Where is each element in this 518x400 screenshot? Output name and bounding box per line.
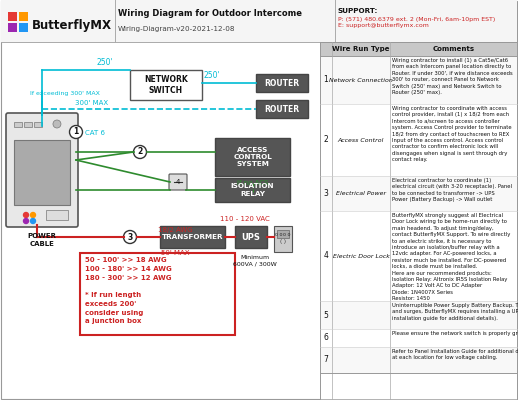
Text: NETWORK
SWITCH: NETWORK SWITCH [144,75,188,95]
Text: 18/2 AWG: 18/2 AWG [157,227,192,233]
Text: ISOLATION
RELAY: ISOLATION RELAY [231,183,274,197]
Text: 300' MAX: 300' MAX [76,100,109,106]
Text: ButterflyMX: ButterflyMX [32,20,112,32]
Bar [320,42,517,56]
Text: 7: 7 [324,356,328,364]
Text: Wiring contractor to install (1) a Cat5e/Cat6
from each Intercom panel location : Wiring contractor to install (1) a Cat5e… [392,58,513,95]
Text: Minimum
600VA / 300W: Minimum 600VA / 300W [233,255,277,266]
Text: If exceeding 300' MAX: If exceeding 300' MAX [30,92,100,96]
Text: o o: o o [275,232,283,236]
Text: Refer to Panel Installation Guide for additional details. Leave 6' service loop
: Refer to Panel Installation Guide for ad… [392,349,518,360]
Text: 3: 3 [127,232,133,242]
Bar [215,138,290,176]
Bar [1,0,517,42]
Circle shape [23,212,28,218]
Bar [320,329,517,347]
Text: 1: 1 [324,76,328,84]
Bar [320,211,517,301]
Text: Access Control: Access Control [338,138,384,142]
Text: ROUTER: ROUTER [264,104,299,114]
Bar [46,210,68,220]
Text: P: (571) 480.6379 ext. 2 (Mon-Fri, 6am-10pm EST): P: (571) 480.6379 ext. 2 (Mon-Fri, 6am-1… [338,16,495,22]
Text: 50 - 100' >> 18 AWG
100 - 180' >> 14 AWG
180 - 300' >> 12 AWG

* If run length
e: 50 - 100' >> 18 AWG 100 - 180' >> 14 AWG… [85,257,172,324]
Bar [235,226,267,248]
Bar [14,122,22,127]
Text: Electric Door Lock: Electric Door Lock [333,254,390,258]
Text: Network Connection: Network Connection [329,78,393,82]
Text: 2: 2 [324,136,328,144]
Circle shape [31,218,36,224]
Bar [8,23,17,32]
Text: o o: o o [283,232,291,236]
Bar [277,230,289,238]
Bar [215,178,290,202]
Bar [130,70,202,100]
Text: 4: 4 [324,252,328,260]
Text: UPS: UPS [241,232,261,242]
Text: 250': 250' [97,58,113,67]
Text: TRANSFORMER: TRANSFORMER [162,234,223,240]
Text: Electrical Power: Electrical Power [336,191,386,196]
Text: SUPPORT:: SUPPORT: [338,8,378,14]
Text: Comments: Comments [433,46,474,52]
Bar [320,104,517,176]
Circle shape [23,218,28,224]
Bar [160,226,225,248]
Circle shape [134,146,147,158]
Text: Wiring Diagram for Outdoor Intercome: Wiring Diagram for Outdoor Intercome [118,10,302,18]
Text: Wiring-Diagram-v20-2021-12-08: Wiring-Diagram-v20-2021-12-08 [118,26,236,32]
Circle shape [31,212,36,218]
Bar [19,12,28,21]
Bar [274,226,292,252]
Text: Uninterruptible Power Supply Battery Backup. To prevent voltage drops
and surges: Uninterruptible Power Supply Battery Bac… [392,303,518,321]
Bar [34,122,42,127]
Text: POWER
CABLE: POWER CABLE [27,233,56,246]
Text: 6: 6 [324,334,328,342]
Bar [24,122,32,127]
Text: 3: 3 [324,189,328,198]
Text: 50' MAX: 50' MAX [161,250,189,256]
Text: Please ensure the network switch is properly grounded.: Please ensure the network switch is prop… [392,331,518,336]
FancyBboxPatch shape [169,174,187,190]
Circle shape [53,120,61,128]
Bar [320,42,517,399]
Bar [14,140,70,205]
Text: 1: 1 [74,128,79,136]
Text: 2: 2 [137,148,142,156]
Bar [256,74,308,92]
Circle shape [69,126,82,138]
Bar [8,12,17,21]
Text: Wire Run Type: Wire Run Type [332,46,390,52]
Text: ACCESS
CONTROL
SYSTEM: ACCESS CONTROL SYSTEM [233,146,272,168]
Text: CAT 6: CAT 6 [85,130,105,136]
Text: 5: 5 [324,310,328,320]
Bar [256,100,308,118]
FancyBboxPatch shape [6,113,78,227]
Text: Wiring contractor to coordinate with access
control provider, install (1) x 18/2: Wiring contractor to coordinate with acc… [392,106,512,162]
Text: 250': 250' [204,71,220,80]
Text: 110 - 120 VAC: 110 - 120 VAC [220,216,270,222]
Text: ( ): ( ) [280,240,286,244]
Bar [320,176,517,211]
Text: ROUTER: ROUTER [264,78,299,88]
Text: E: support@butterflymx.com: E: support@butterflymx.com [338,24,429,28]
Text: If no ACS: If no ACS [237,180,268,186]
Circle shape [123,230,137,244]
Bar [80,253,235,335]
Bar [320,56,517,104]
Bar [320,347,517,373]
Text: ButterflyMX strongly suggest all Electrical
Door Lock wiring to be home-run dire: ButterflyMX strongly suggest all Electri… [392,213,510,301]
Bar [19,23,28,32]
Text: 4: 4 [176,179,180,185]
Bar [320,301,517,329]
Text: Electrical contractor to coordinate (1)
electrical circuit (with 3-20 receptacle: Electrical contractor to coordinate (1) … [392,178,512,202]
